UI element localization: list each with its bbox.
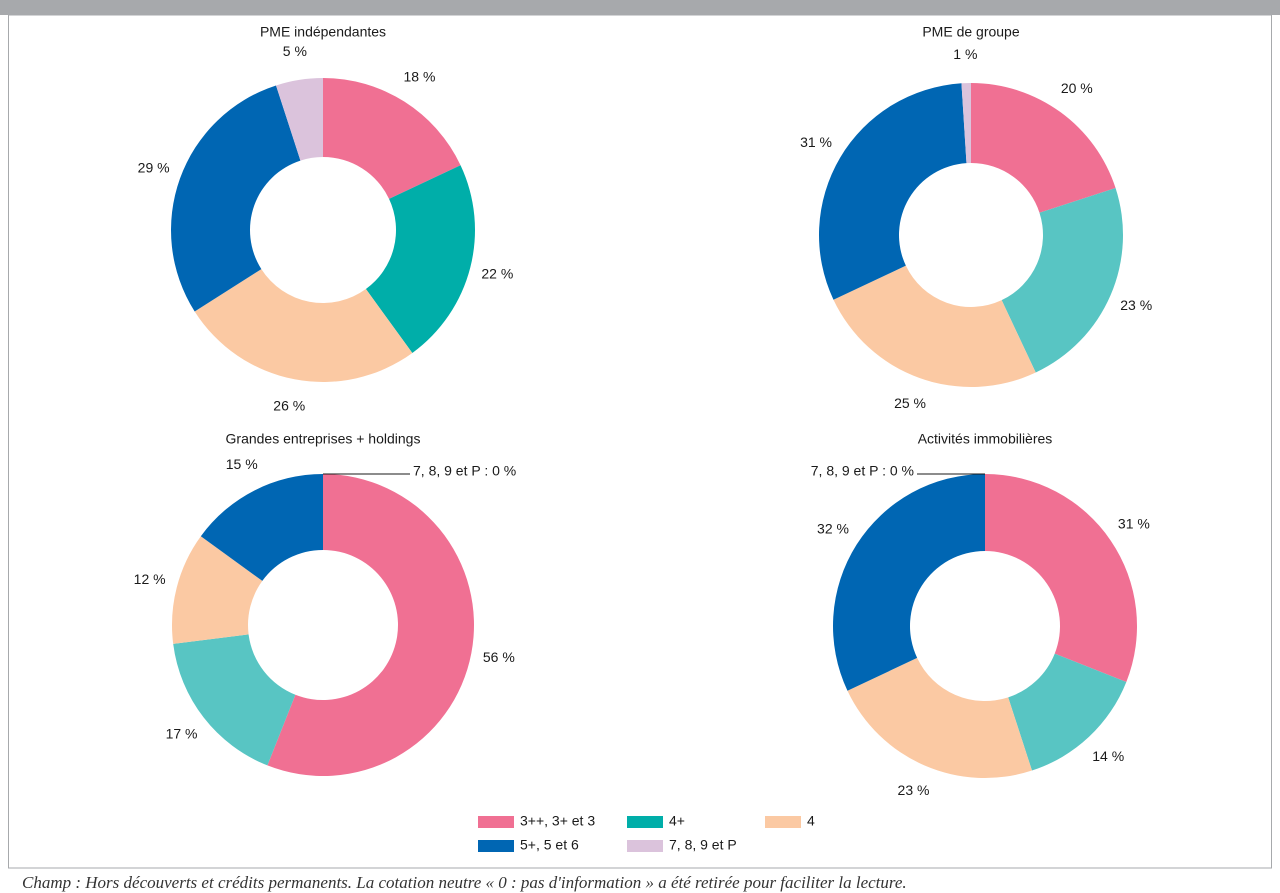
slice [971, 83, 1116, 213]
value-label: 5 % [283, 43, 307, 59]
value-label: 7, 8, 9 et P : 0 % [413, 463, 516, 479]
legend-swatch [478, 840, 514, 852]
value-label: 32 % [817, 520, 849, 536]
legend-swatch [765, 816, 801, 828]
value-label: 31 % [1118, 516, 1150, 532]
slice [833, 474, 985, 691]
value-label: 31 % [800, 134, 832, 150]
header-bar [0, 0, 1280, 15]
slice [961, 83, 971, 164]
frame [8, 14, 1272, 869]
slice [833, 265, 1036, 388]
slice [323, 78, 461, 199]
value-label: 25 % [894, 395, 926, 411]
legend-label: 4 [807, 813, 815, 829]
slice [200, 474, 323, 581]
value-label: 14 % [1092, 748, 1124, 764]
legend-label: 7, 8, 9 et P [669, 837, 737, 853]
note: Champ : Hors découverts et crédits perma… [22, 873, 907, 892]
value-label: 7, 8, 9 et P : 0 % [811, 463, 914, 479]
legend-swatch [627, 840, 663, 852]
legend-swatch [627, 816, 663, 828]
slice [171, 85, 301, 312]
slice [173, 634, 296, 766]
chart-title: PME indépendantes [260, 24, 386, 40]
legend-label: 5+, 5 et 6 [520, 837, 579, 853]
value-label: 18 % [403, 69, 435, 85]
value-label: 12 % [134, 571, 166, 587]
legend-label: 4+ [669, 813, 685, 829]
value-label: 23 % [1120, 297, 1152, 313]
slice [276, 78, 323, 161]
slice [847, 657, 1032, 779]
chart-title: Activités immobilières [918, 431, 1053, 447]
slice [819, 83, 967, 300]
slice [365, 165, 475, 353]
slice [985, 474, 1137, 682]
value-label: 29 % [138, 160, 170, 176]
slice [172, 536, 263, 644]
value-label: 22 % [481, 265, 513, 281]
value-label: 15 % [226, 456, 258, 472]
slice [1001, 188, 1123, 373]
chart-title: PME de groupe [922, 24, 1019, 40]
value-label: 56 % [483, 649, 515, 665]
value-label: 23 % [898, 782, 930, 798]
slice [194, 269, 413, 382]
legend-label: 3++, 3+ et 3 [520, 813, 595, 829]
value-label: 17 % [166, 725, 198, 741]
slice [267, 474, 475, 777]
slice [1008, 653, 1127, 771]
value-label: 20 % [1061, 80, 1093, 96]
legend-swatch [478, 816, 514, 828]
value-label: 1 % [953, 46, 977, 62]
chart-title: Grandes entreprises + holdings [226, 431, 421, 447]
value-label: 26 % [273, 398, 305, 414]
